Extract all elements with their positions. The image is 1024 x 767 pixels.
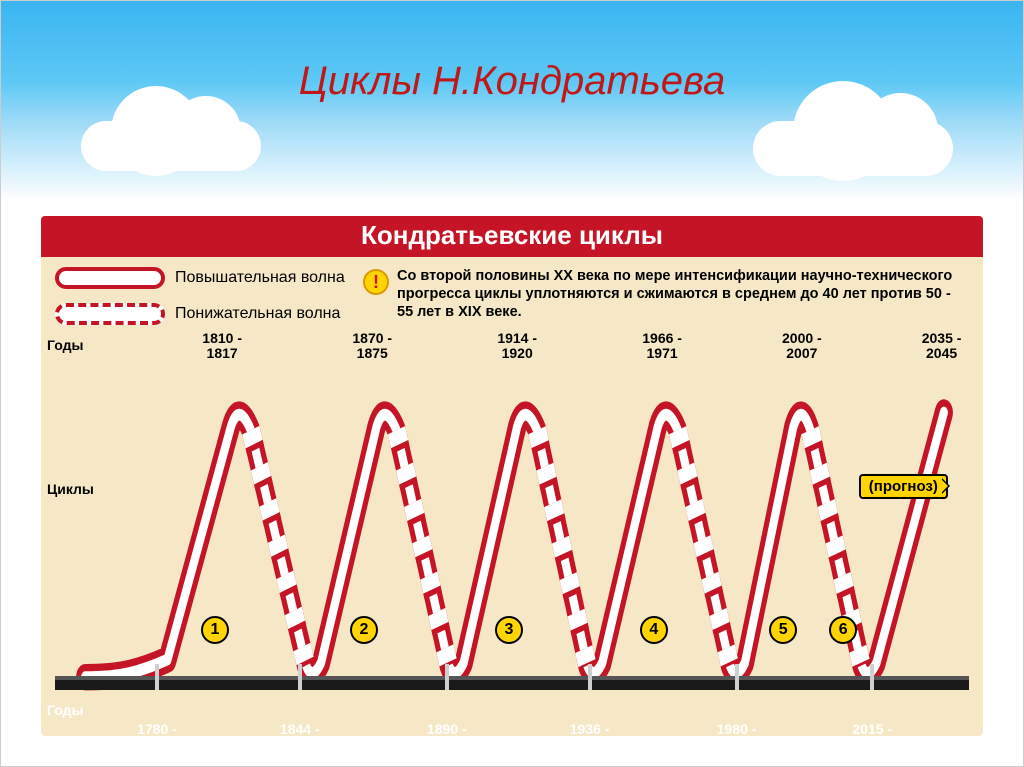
peak-year-label: 1870 - 1875	[352, 331, 392, 362]
x-axis	[55, 676, 969, 690]
peak-year-label: 1914 - 1920	[497, 331, 537, 362]
trough-year-label: 1890 - 1896	[427, 722, 467, 736]
trough-year-label: 1936 - 1940	[570, 722, 610, 736]
legend-and-note-row: Повышательная волна Понижательная волна …	[41, 257, 983, 331]
slide-header: Циклы Н.Кондратьева	[1, 1, 1023, 201]
peak-year-label: 1810 - 1817	[202, 331, 242, 362]
x-axis-tick	[298, 664, 302, 690]
legend-item-up: Повышательная волна	[55, 267, 345, 289]
peak-year-label: 2035 - 2045	[922, 331, 962, 362]
peak-year-label: 2000 - 2007	[782, 331, 822, 362]
legend-label-down: Понижательная волна	[175, 305, 340, 323]
chart-title: Кондратьевские циклы	[41, 216, 983, 257]
forecast-label: (прогноз)	[859, 474, 948, 499]
y-label-years-top: Годы	[47, 337, 83, 353]
slide-title: Циклы Н.Кондратьева	[299, 59, 726, 104]
y-label-cycles: Циклы	[47, 481, 94, 497]
note-box: ! Со второй половины XX века по мере инт…	[363, 267, 969, 325]
legend: Повышательная волна Понижательная волна	[55, 267, 345, 325]
cloud-decoration	[753, 121, 953, 176]
cycle-number-badge: 5	[769, 616, 797, 644]
legend-item-down: Понижательная волна	[55, 303, 345, 325]
cycle-number-badge: 3	[495, 616, 523, 644]
x-axis-tick	[870, 664, 874, 690]
trough-year-label: 1980 - 1985	[717, 722, 757, 736]
kondratiev-chart: Кондратьевские циклы Повышательная волна…	[41, 216, 983, 736]
chart-container: Кондратьевские циклы Повышательная волна…	[1, 201, 1023, 766]
cycle-number-badge: 2	[350, 616, 378, 644]
plot-area: Годы Циклы 1810 - 1817 1870 - 1875 1914 - …	[41, 331, 983, 736]
warning-icon: !	[363, 269, 389, 295]
trough-year-label: 1844 - 1851	[280, 722, 320, 736]
cycle-number-badge: 4	[640, 616, 668, 644]
cycle-number-badge: 1	[201, 616, 229, 644]
x-axis-tick	[588, 664, 592, 690]
trough-year-label: 2015 - 2025	[852, 722, 892, 736]
x-axis-tick	[155, 664, 159, 690]
cloud-decoration	[81, 121, 261, 171]
note-text: Со второй половины XX века по мере интен…	[397, 267, 969, 321]
x-axis-tick	[735, 664, 739, 690]
legend-swatch-solid	[55, 267, 165, 289]
legend-swatch-dashed	[55, 303, 165, 325]
x-axis-tick	[445, 664, 449, 690]
peak-year-label: 1966 - 1971	[642, 331, 682, 362]
legend-label-up: Повышательная волна	[175, 269, 345, 287]
trough-year-label: 1780 - 1790	[137, 722, 177, 736]
y-label-years-bottom: Годы	[47, 702, 83, 718]
